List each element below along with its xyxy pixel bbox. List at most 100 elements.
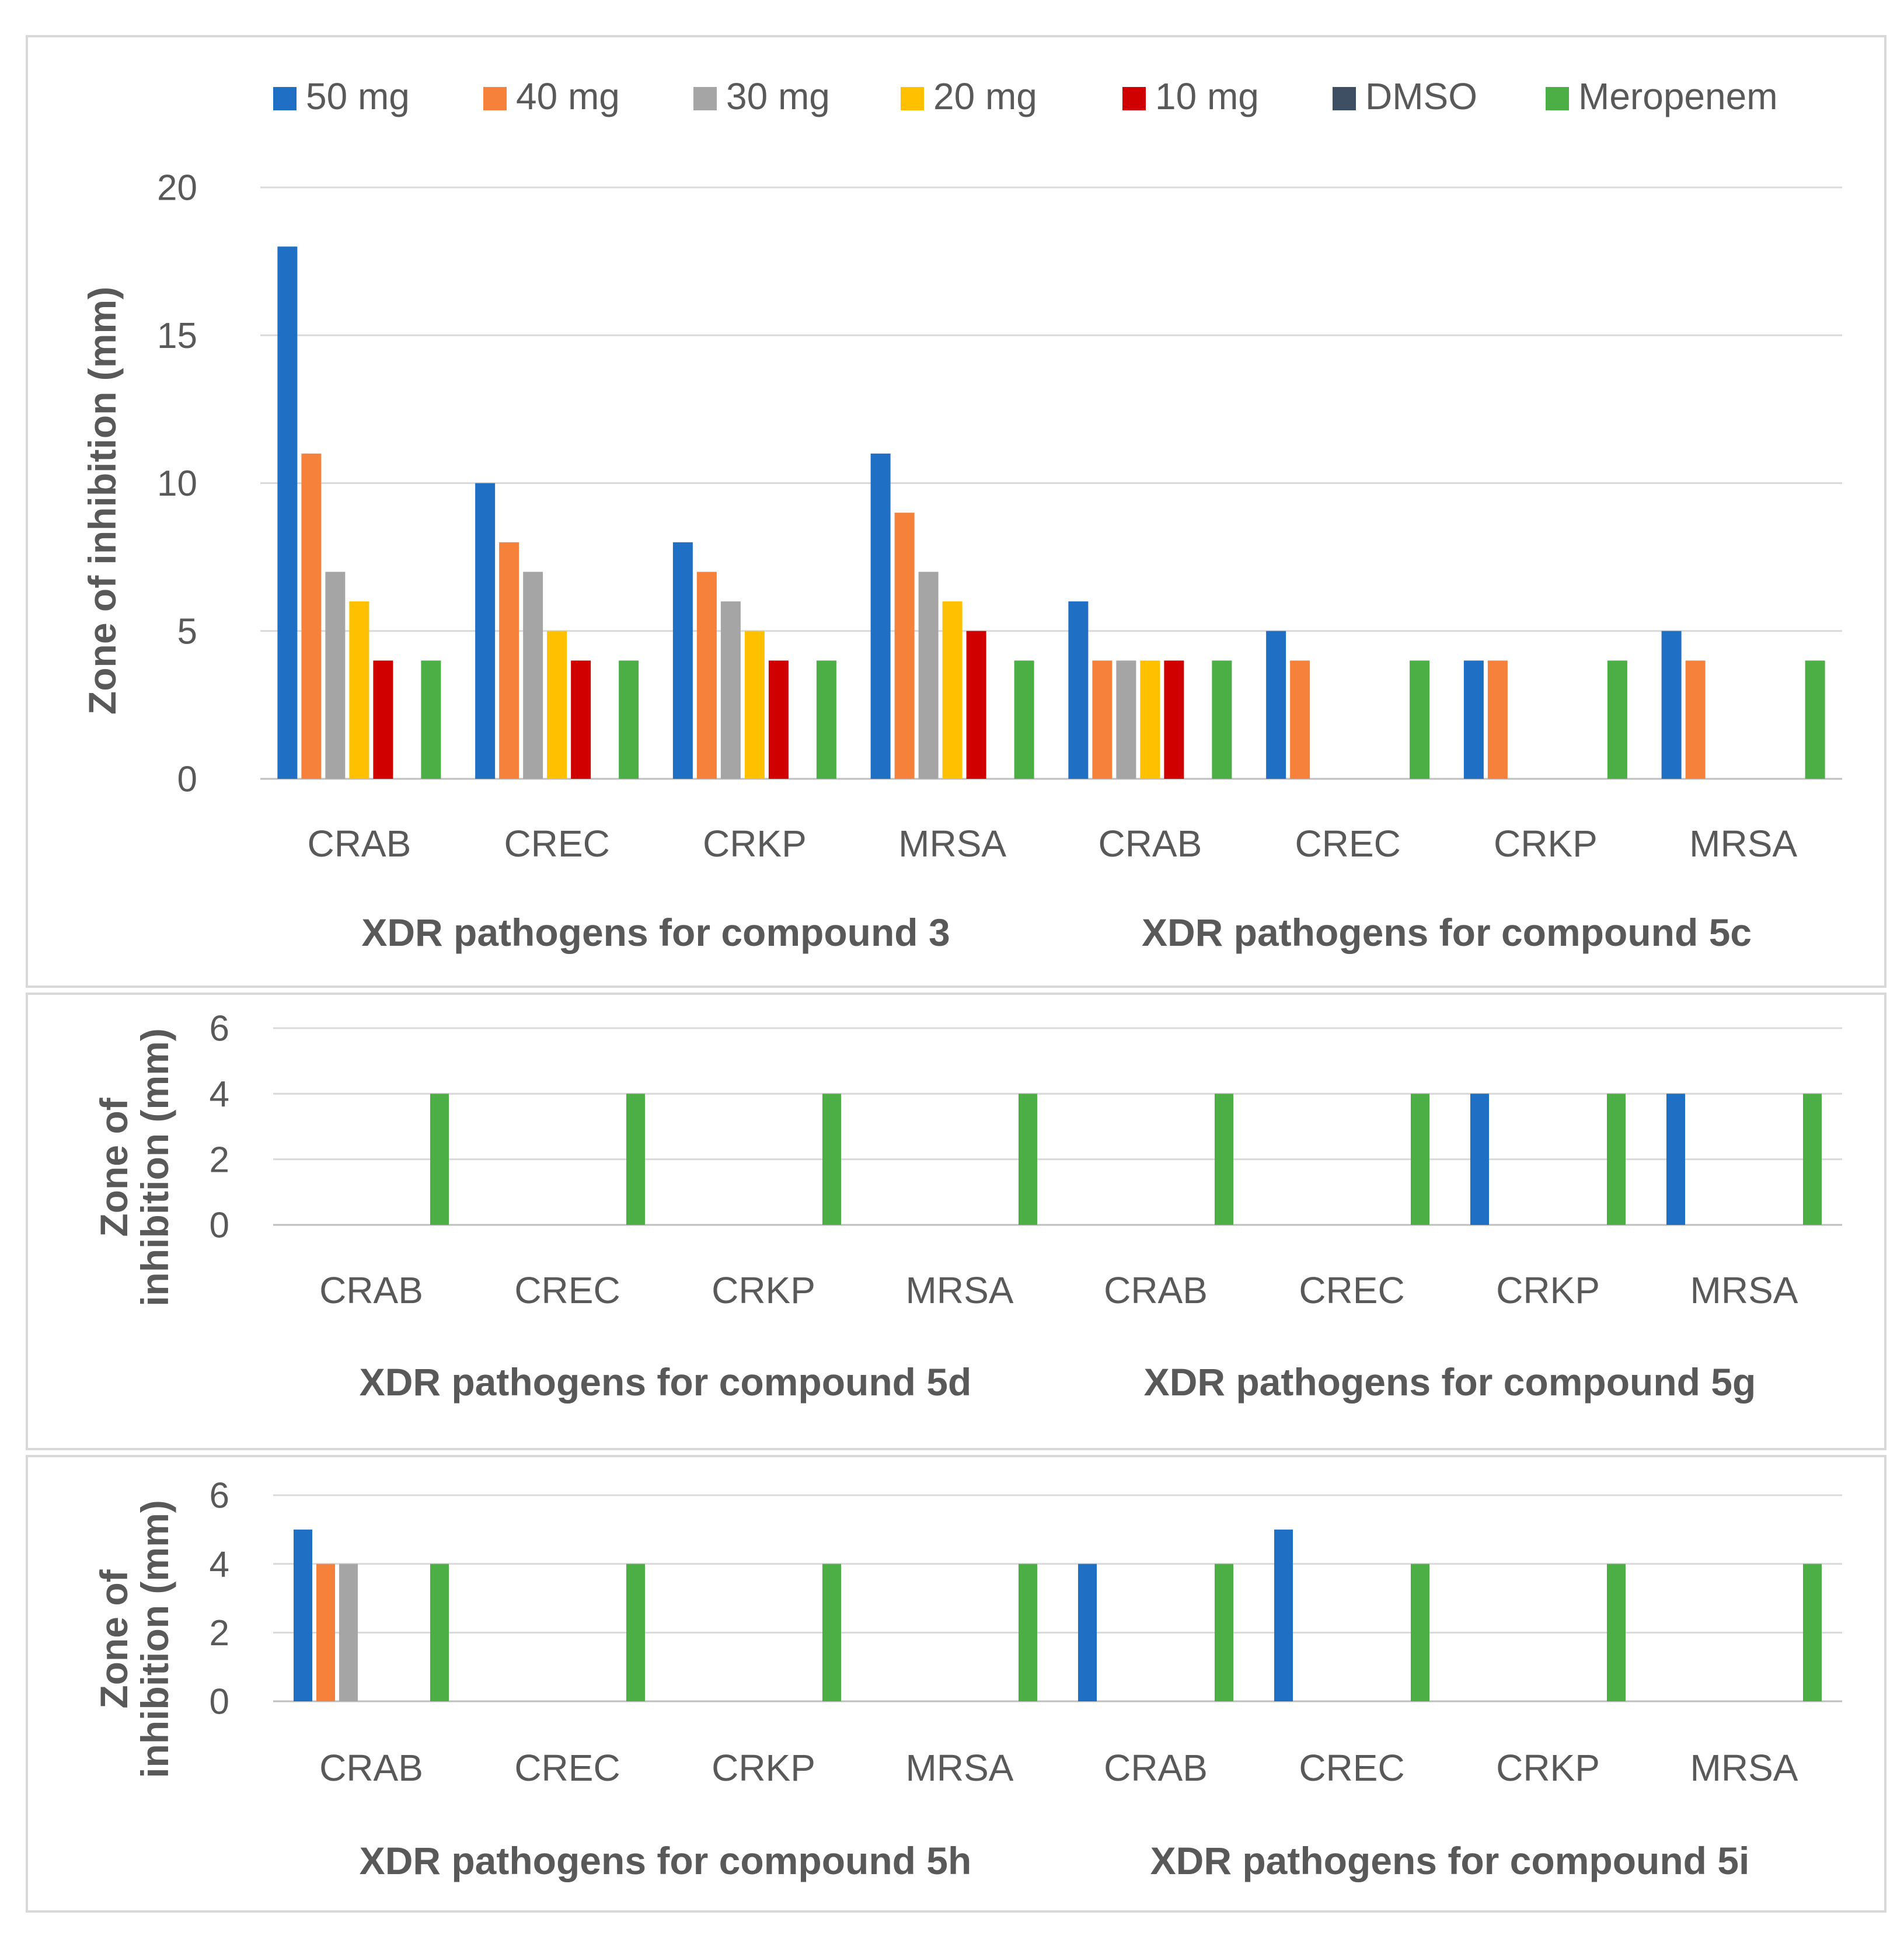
bar-meropenem-crec (1410, 660, 1430, 779)
group-label: XDR pathogens for compound 5g (1144, 1360, 1756, 1404)
group-label: XDR pathogens for compound 3 (361, 911, 950, 954)
bar-10-mg-mrsa (966, 631, 986, 779)
bar-50-mg-crkp (672, 542, 693, 779)
bar-meropenem-crec (1411, 1564, 1429, 1701)
bar-10-mg-crab (373, 660, 393, 779)
y-tick-label: 15 (157, 316, 197, 356)
y-axis-label-line: inhibition (mm) (133, 1028, 176, 1307)
group-label: XDR pathogens for compound 5c (1142, 911, 1752, 954)
legend-swatch-20-mg (901, 87, 924, 110)
category-label-crec: CREC (1295, 823, 1400, 865)
legend-swatch-50-mg (273, 87, 297, 110)
category-label-crec: CREC (514, 1269, 620, 1311)
category-label-crec: CREC (514, 1747, 620, 1789)
legend-swatch-10-mg (1122, 87, 1146, 110)
legend-label-50-mg: 50 mg (306, 75, 410, 117)
category-label-crec: CREC (504, 823, 609, 865)
bar-50-mg-crab (1078, 1564, 1097, 1701)
bar-40-mg-crab (1092, 660, 1113, 779)
category-label-mrsa: MRSA (1689, 823, 1797, 865)
legend-swatch-dmso (1333, 87, 1356, 110)
bar-meropenem-crkp (1607, 660, 1627, 779)
y-tick-label: 4 (210, 1074, 229, 1115)
y-tick-label: 4 (210, 1544, 229, 1585)
bar-30-mg-crab (1116, 660, 1136, 779)
bar-20-mg-crab (349, 601, 369, 779)
bar-meropenem-crab (430, 1564, 449, 1701)
y-tick-label: 0 (177, 760, 197, 800)
bar-40-mg-crab (301, 453, 322, 779)
legend-label-10-mg: 10 mg (1155, 75, 1259, 117)
bar-meropenem-crec (626, 1094, 645, 1225)
legend-swatch-30-mg (693, 87, 717, 110)
bar-40-mg-crec (1290, 660, 1310, 779)
y-axis-label-line: Zone of (92, 1097, 135, 1237)
category-label-crab: CRAB (319, 1747, 423, 1789)
bar-meropenem-mrsa (1019, 1564, 1037, 1701)
bar-40-mg-mrsa (894, 513, 915, 779)
y-tick-label: 0 (210, 1206, 229, 1246)
bar-meropenem-crkp (1607, 1564, 1626, 1701)
bar-50-mg-crab (277, 246, 298, 779)
category-label-crec: CREC (1299, 1269, 1404, 1311)
bar-meropenem-crec (626, 1564, 645, 1701)
y-tick-label: 6 (210, 1009, 229, 1049)
bar-meropenem-crec (619, 660, 639, 779)
chart-panel-compound-3-5c: 0 5 10 15 20 Zone of inhibition (mm) CRAB CREC C… (26, 35, 1886, 988)
group-label: XDR pathogens for compound 5d (360, 1360, 972, 1404)
bar-meropenem-mrsa (1803, 1564, 1822, 1701)
bar-30-mg-mrsa (918, 572, 939, 779)
y-tick-label: 0 (210, 1682, 229, 1722)
y-tick-label: 10 (157, 464, 197, 504)
bar-meropenem-crkp (822, 1094, 841, 1225)
bar-50-mg-crec (475, 483, 496, 779)
bar-50-mg-crec (1266, 631, 1286, 779)
bar-50-mg-crab (1068, 601, 1089, 779)
bar-10-mg-crec (571, 660, 591, 779)
bar-50-mg-crkp (1463, 660, 1484, 779)
bar-meropenem-crec (1411, 1094, 1429, 1225)
legend-label-40-mg: 40 mg (516, 75, 620, 117)
bar-meropenem-crkp (816, 660, 836, 779)
bar-20-mg-mrsa (942, 601, 963, 779)
bar-meropenem-crkp (1607, 1094, 1626, 1225)
category-label-mrsa: MRSA (898, 823, 1006, 865)
bar-40-mg-crab (316, 1564, 335, 1701)
bar-50-mg-mrsa (870, 453, 891, 779)
legend-swatch-40-mg (483, 87, 507, 110)
legend-label-30-mg: 30 mg (726, 75, 830, 117)
category-label-crkp: CRKP (1496, 1269, 1600, 1311)
legend-swatch-meropenem (1546, 87, 1569, 110)
category-label-mrsa: MRSA (1690, 1747, 1798, 1789)
category-label-crab: CRAB (1098, 823, 1202, 865)
bar-30-mg-crkp (720, 601, 741, 779)
bar-50-mg-mrsa (1666, 1094, 1685, 1225)
bar-30-mg-crab (339, 1564, 358, 1701)
bar-meropenem-crkp (822, 1564, 841, 1701)
bar-meropenem-crab (421, 660, 441, 779)
legend-label-20-mg: 20 mg (933, 75, 1037, 117)
bar-50-mg-crkp (1470, 1094, 1489, 1225)
bar-meropenem-crab (1212, 660, 1232, 779)
group-label: XDR pathogens for compound 5h (360, 1839, 972, 1882)
category-label-crab: CRAB (1104, 1269, 1208, 1311)
category-label-crab: CRAB (1104, 1747, 1208, 1789)
chart-svg-compound-3-5c: 0 5 10 15 20 Zone of inhibition (mm) CRAB CREC C… (81, 75, 1842, 954)
y-tick-label: 2 (210, 1140, 229, 1180)
legend-label-dmso: DMSO (1365, 75, 1477, 117)
category-label-crab: CRAB (307, 823, 411, 865)
bar-50-mg-mrsa (1661, 631, 1682, 779)
category-label-crkp: CRKP (712, 1269, 815, 1311)
y-axis-label-line: Zone of (92, 1569, 135, 1708)
bar-40-mg-mrsa (1685, 660, 1706, 779)
bar-40-mg-crkp (696, 572, 717, 779)
chart-panel-compound-5d-5g: 0 2 4 6 Zone of inhibition (mm) CRAB CREC CRKP MR… (26, 993, 1886, 1450)
legend-label-meropenem: Meropenem (1578, 75, 1778, 117)
bar-30-mg-crec (523, 572, 543, 779)
group-label: XDR pathogens for compound 5i (1150, 1839, 1750, 1882)
category-label-mrsa: MRSA (906, 1269, 1014, 1311)
bar-50-mg-crab (294, 1529, 312, 1701)
category-label-crec: CREC (1299, 1747, 1404, 1789)
bar-meropenem-mrsa (1019, 1094, 1037, 1225)
